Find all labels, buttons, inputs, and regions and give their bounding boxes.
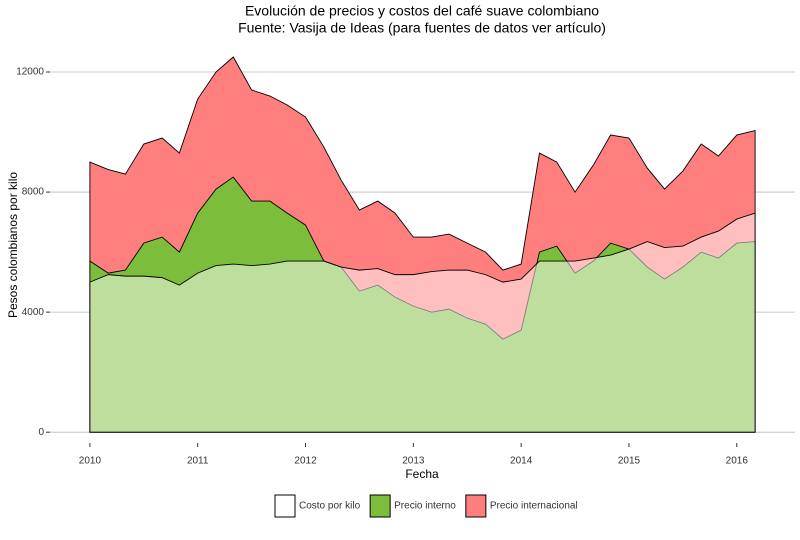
- x-tick-label: 2011: [187, 456, 209, 467]
- legend-item: Precio internacional: [465, 494, 578, 518]
- legend-label: Precio interno: [394, 501, 456, 512]
- y-tick-label: 12000: [16, 67, 44, 78]
- legend-label: Costo por kilo: [299, 501, 361, 512]
- y-tick-label: 8000: [22, 187, 45, 198]
- legend-swatch: [369, 494, 391, 518]
- y-tick-label: 4000: [22, 307, 45, 318]
- x-tick-label: 2014: [510, 456, 533, 467]
- x-tick-label: 2010: [79, 456, 102, 467]
- legend-swatch: [465, 494, 487, 518]
- y-tick-label: 0: [38, 427, 44, 438]
- area: [89, 212, 756, 433]
- legend-swatch: [274, 494, 296, 518]
- x-tick-label: 2012: [294, 456, 317, 467]
- x-tick-label: 2015: [618, 456, 641, 467]
- x-axis-title: Fecha: [405, 467, 439, 481]
- chart-title: Evolución de precios y costos del café s…: [245, 3, 599, 19]
- chart-subtitle: Fuente: Vasija de Ideas (para fuentes de…: [238, 20, 606, 36]
- x-tick-label: 2016: [726, 456, 749, 467]
- legend-item: Precio interno: [369, 494, 456, 518]
- legend-label: Precio internacional: [490, 501, 578, 512]
- x-tick-label: 2013: [402, 456, 425, 467]
- legend-item: Costo por kilo: [274, 494, 361, 518]
- y-axis-title: Pesos colombianos por kilo: [6, 172, 20, 318]
